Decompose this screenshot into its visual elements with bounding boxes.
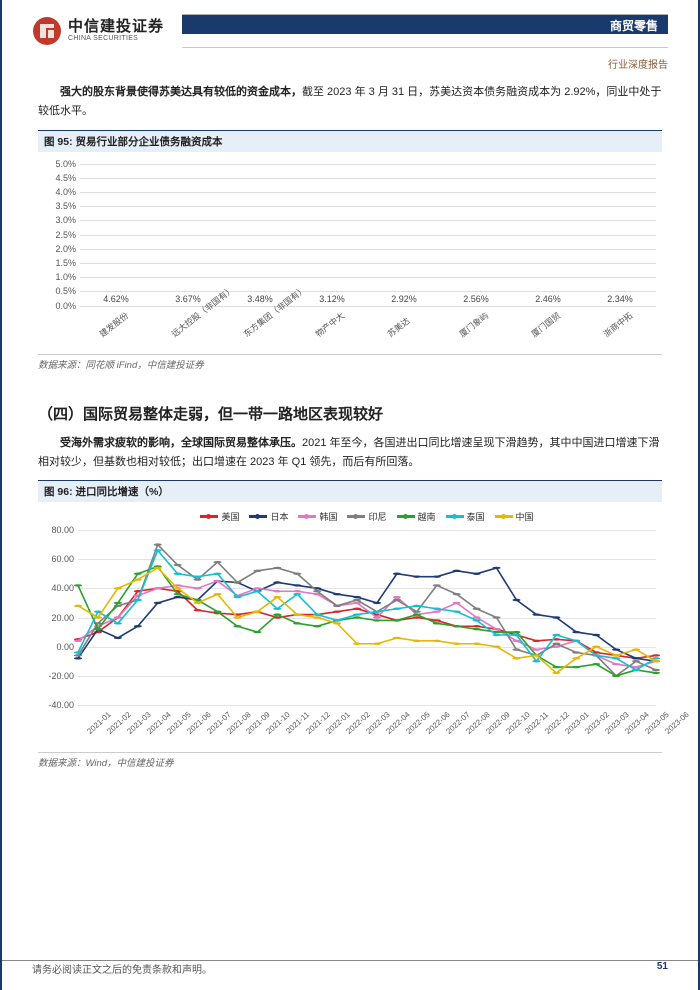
page-content: 强大的股东背景使得苏美达具有较低的资金成本，截至 2023 年 3 月 31 日… [2,79,698,779]
legend-item: 印尼 [347,510,386,523]
section-4-heading: （四）国际贸易整体走弱，但一带一路地区表现较好 [38,403,662,424]
header-category: 商贸零售 [182,14,668,34]
fig95-chart: 4.62%3.67%3.48%3.12%2.92%2.56%2.46%2.34%… [38,152,662,355]
legend-item: 越南 [397,510,436,523]
fig96-legend: 美国日本韩国印尼越南泰国中国 [78,508,656,527]
fig96-source: 数据来源：Wind，中信建投证券 [38,753,662,779]
legend-item: 中国 [495,510,534,523]
brand-name-en: CHINA SECURITIES [68,35,164,42]
fig95-source: 数据来源：同花顺 iFind，中信建投证券 [38,355,662,381]
page-header: 中信建投证券 CHINA SECURITIES 商贸零售 [2,0,698,54]
legend-item: 美国 [200,510,239,523]
fig95-title: 图 95: 贸易行业部分企业债务融资成本 [38,130,662,152]
header-subtitle: 行业深度报告 [2,54,698,79]
brand-logo: 中信建投证券 CHINA SECURITIES [32,16,164,46]
legend-item: 韩国 [298,510,337,523]
header-stripe: 商贸零售 [182,14,668,48]
paragraph-1: 强大的股东背景使得苏美达具有较低的资金成本，截至 2023 年 3 月 31 日… [38,83,662,122]
brand-name-cn: 中信建投证券 [68,19,164,35]
para2-lead: 受海外需求疲软的影响，全球国际贸易整体承压。 [60,437,302,449]
legend-item: 日本 [249,510,288,523]
logo-icon [32,16,62,46]
legend-item: 泰国 [446,510,485,523]
fig96-chart: 美国日本韩国印尼越南泰国中国 -40.00-20.000.0020.0040.0… [38,502,662,753]
paragraph-2: 受海外需求疲软的影响，全球国际贸易整体承压。2021 年至今，各国进出口同比增速… [38,434,662,473]
page-number: 51 [657,961,668,976]
page-footer: 请务必阅读正文之后的免责条款和声明。 51 [2,960,698,976]
footer-disclaimer: 请务必阅读正文之后的免责条款和声明。 [32,961,212,976]
fig96-title: 图 96: 进口同比增速（%） [38,480,662,502]
para1-lead: 强大的股东背景使得苏美达具有较低的资金成本， [60,86,302,98]
